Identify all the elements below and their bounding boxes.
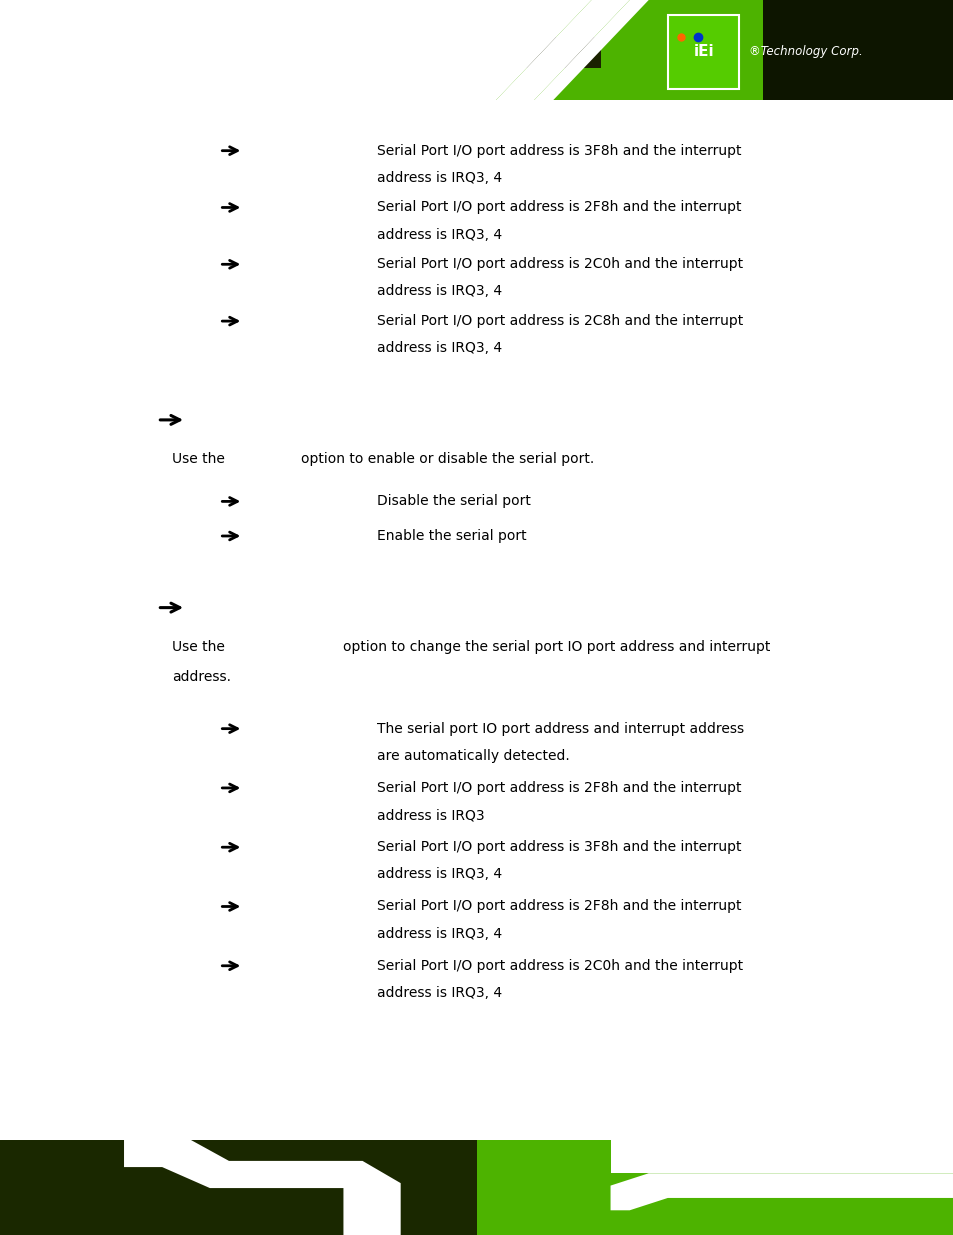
Text: Serial Port I/O port address is 2C0h and the interrupt: Serial Port I/O port address is 2C0h and… (376, 958, 742, 973)
Polygon shape (610, 1140, 953, 1173)
Bar (667, 15, 739, 89)
Polygon shape (496, 0, 629, 100)
Bar (0, 0, 953, 100)
Text: address is IRQ3, 4: address is IRQ3, 4 (376, 341, 501, 356)
Text: Use the: Use the (172, 452, 224, 467)
Text: address is IRQ3, 4: address is IRQ3, 4 (376, 867, 501, 882)
Polygon shape (0, 0, 591, 100)
Bar (610, 1173, 953, 1235)
Text: Enable the serial port: Enable the serial port (376, 529, 526, 543)
Text: address is IRQ3, 4: address is IRQ3, 4 (376, 227, 501, 242)
Polygon shape (610, 1173, 953, 1210)
Bar (762, 0, 953, 100)
Text: address is IRQ3, 4: address is IRQ3, 4 (376, 986, 501, 1000)
Polygon shape (534, 0, 648, 100)
Text: address.: address. (172, 669, 231, 684)
Polygon shape (124, 1140, 400, 1235)
Text: ®Technology Corp.: ®Technology Corp. (748, 46, 862, 58)
Bar (0, 1140, 476, 1235)
Text: are automatically detected.: are automatically detected. (376, 748, 569, 763)
Bar (0, 0, 448, 100)
Text: The serial port IO port address and interrupt address: The serial port IO port address and inte… (376, 721, 743, 736)
Text: address is IRQ3, 4: address is IRQ3, 4 (376, 284, 501, 299)
Text: Serial Port I/O port address is 3F8h and the interrupt: Serial Port I/O port address is 3F8h and… (376, 143, 740, 158)
Text: Serial Port I/O port address is 2F8h and the interrupt: Serial Port I/O port address is 2F8h and… (376, 899, 740, 914)
Text: Serial Port I/O port address is 2F8h and the interrupt: Serial Port I/O port address is 2F8h and… (376, 200, 740, 215)
Text: option to change the serial port IO port address and interrupt: option to change the serial port IO port… (343, 640, 770, 655)
Text: Disable the serial port: Disable the serial port (376, 494, 530, 509)
Text: Serial Port I/O port address is 2C0h and the interrupt: Serial Port I/O port address is 2C0h and… (376, 257, 742, 272)
Text: address is IRQ3, 4: address is IRQ3, 4 (376, 170, 501, 185)
Text: Serial Port I/O port address is 2C8h and the interrupt: Serial Port I/O port address is 2C8h and… (376, 314, 742, 329)
Text: Use the: Use the (172, 640, 224, 655)
Text: iEi: iEi (693, 44, 713, 59)
Bar (0, 37, 600, 68)
Text: option to enable or disable the serial port.: option to enable or disable the serial p… (300, 452, 593, 467)
Text: Serial Port I/O port address is 3F8h and the interrupt: Serial Port I/O port address is 3F8h and… (376, 840, 740, 855)
Bar (0, 1140, 953, 1235)
Text: address is IRQ3, 4: address is IRQ3, 4 (376, 926, 501, 941)
Text: address is IRQ3: address is IRQ3 (376, 808, 484, 823)
Text: Serial Port I/O port address is 2F8h and the interrupt: Serial Port I/O port address is 2F8h and… (376, 781, 740, 795)
